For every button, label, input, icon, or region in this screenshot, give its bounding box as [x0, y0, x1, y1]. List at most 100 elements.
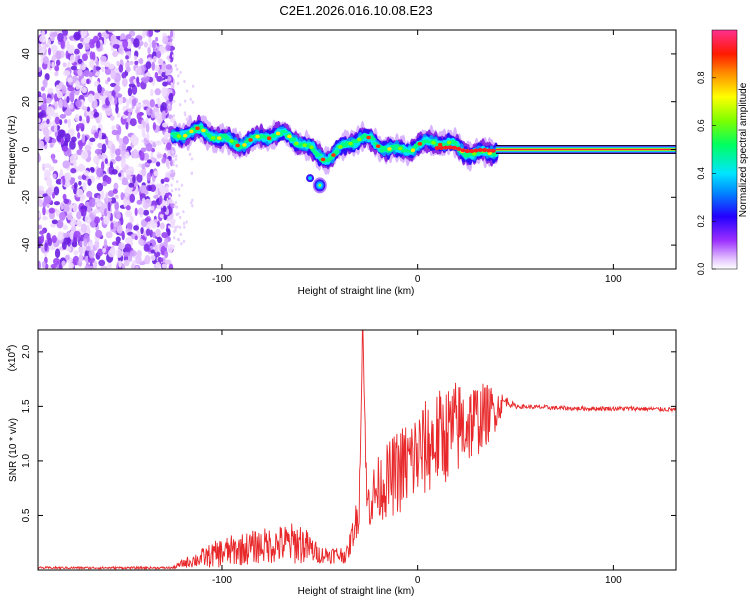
noise-speck: [179, 70, 182, 75]
noise-speck: [114, 194, 119, 199]
noise-speck: [152, 122, 157, 131]
noise-speck: [59, 169, 63, 177]
noise-speck: [103, 238, 108, 249]
noise-speck: [38, 185, 45, 191]
noise-speck: [51, 219, 58, 225]
band-blob: [198, 125, 204, 130]
noise-speck: [191, 84, 195, 88]
noise-speck: [161, 71, 166, 78]
noise-speck: [168, 195, 171, 199]
noise-speck: [161, 263, 168, 269]
noise-speck: [129, 250, 137, 257]
noise-speck: [96, 182, 104, 192]
band-peak: [294, 141, 299, 146]
noise-speck: [86, 205, 92, 213]
noise-speck: [183, 111, 187, 115]
noise-speck: [96, 202, 102, 208]
snr-plot: [38, 330, 676, 570]
noise-speck: [97, 142, 103, 149]
noise-speck: [62, 193, 67, 201]
noise-speck: [101, 181, 108, 187]
band-peak: [242, 143, 247, 147]
band-blob: [207, 133, 213, 138]
band-blob: [452, 140, 458, 146]
noise-speck: [50, 44, 58, 53]
snr-frame: [37, 329, 677, 571]
band-peak: [477, 147, 483, 152]
colorbar-tick-label: 0.8: [696, 72, 706, 85]
noise-speck: [127, 112, 132, 119]
noise-speck: [108, 93, 112, 102]
noise-speck: [66, 40, 70, 51]
noise-speck: [67, 77, 73, 83]
band-peak: [486, 148, 492, 153]
spectrogram-xtick-label: 100: [605, 274, 622, 285]
band-peak: [469, 149, 475, 154]
noise-speck: [168, 92, 174, 103]
noise-speck: [98, 111, 103, 122]
noise-speck: [142, 99, 150, 105]
band-peak: [438, 145, 445, 150]
noise-speck: [131, 98, 137, 107]
noise-speck: [177, 74, 180, 78]
noise-speck: [176, 225, 179, 229]
noise-speck: [106, 176, 112, 185]
colorbar: [711, 29, 738, 270]
noise-speck: [74, 113, 80, 122]
steady-line-band: [495, 148, 676, 151]
noise-speck: [42, 43, 46, 54]
band-blob: [232, 140, 239, 145]
noise-speck: [153, 194, 159, 199]
noise-speck: [115, 236, 121, 243]
noise-speck: [191, 204, 194, 208]
noise-speck: [125, 205, 131, 211]
band-peak: [195, 126, 200, 130]
noise-speck: [43, 163, 52, 169]
noise-speck: [143, 243, 150, 252]
noise-speck: [191, 100, 195, 104]
noise-speck: [179, 103, 182, 107]
band-peak: [275, 131, 281, 136]
noise-speck: [153, 219, 158, 224]
noise-speck: [54, 124, 58, 133]
band-peak: [387, 147, 392, 151]
noise-speck: [174, 63, 177, 68]
noise-speck: [51, 192, 56, 199]
noise-speck: [185, 220, 188, 224]
noise-speck: [142, 120, 147, 129]
colorbar-tick-label: 0.6: [696, 119, 706, 132]
noise-speck: [167, 173, 170, 177]
noise-speck: [77, 175, 83, 180]
noise-speck: [62, 145, 69, 152]
noise-speck: [51, 138, 57, 144]
noise-speck: [128, 182, 135, 188]
noise-speck: [134, 60, 139, 65]
noise-speck: [143, 41, 148, 48]
noise-speck: [153, 170, 158, 177]
noise-speck: [51, 153, 55, 162]
noise-speck: [38, 106, 42, 111]
band-peak: [451, 145, 458, 150]
noise-speck: [142, 30, 147, 36]
noise-speck: [170, 183, 173, 187]
noise-speck: [38, 96, 44, 106]
colorbar-axes: 0.0 0.2 0.4 0.6 0.8: [696, 72, 716, 275]
noise-speck: [54, 71, 59, 77]
noise-speck: [94, 92, 101, 102]
spectrogram-ytick-label: 40: [21, 48, 32, 60]
noise-speck: [174, 157, 178, 161]
noise-speck: [154, 244, 158, 253]
noise-speck: [61, 30, 69, 37]
noise-speck: [144, 217, 151, 222]
noise-speck: [168, 225, 171, 229]
band-peak: [309, 145, 314, 150]
noise-speck: [73, 249, 79, 256]
noise-speck: [117, 125, 122, 135]
noise-speck: [132, 174, 136, 184]
noise-speck: [69, 154, 77, 164]
noise-speck: [171, 177, 175, 181]
noise-speck: [156, 50, 162, 59]
noise-speck: [128, 60, 134, 65]
band-blob: [372, 142, 378, 146]
noise-speck: [183, 99, 187, 103]
